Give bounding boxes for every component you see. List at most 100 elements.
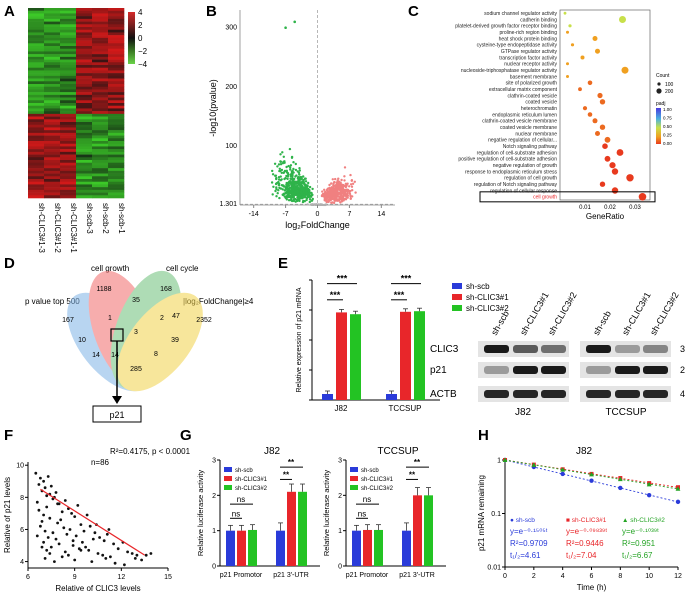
volcano-point-down	[289, 175, 293, 178]
heatmap-cell	[44, 119, 61, 123]
volcano-points	[270, 20, 357, 207]
heatmap-cell	[108, 10, 125, 14]
heatmap-cell	[44, 18, 61, 22]
f-point	[98, 536, 101, 539]
go-bubble-plot: sodium channel regulator activitycadheri…	[455, 9, 674, 221]
volcano-point-down	[278, 196, 281, 200]
volcano-point-down	[288, 194, 291, 197]
heatmap-cell	[60, 130, 77, 134]
h-legend-label: ■ sh-CLIC3#1	[566, 517, 607, 524]
volcano-point-down	[287, 184, 291, 187]
volcano-point-down	[281, 193, 284, 196]
volcano-point-down	[290, 187, 294, 190]
heatmap-cell	[60, 54, 77, 58]
f-point	[73, 558, 77, 562]
volcano-point-down	[279, 179, 282, 182]
heatmap-cell	[76, 89, 93, 93]
volcano-point-down	[298, 167, 301, 170]
heatmap-cell	[44, 187, 61, 191]
f-point	[43, 529, 47, 533]
volcano-point-up	[329, 190, 332, 193]
venn-count: 35	[132, 297, 140, 304]
volcano-point-up	[344, 185, 347, 189]
volcano-point-down	[290, 183, 294, 186]
heatmap-cell	[92, 138, 109, 142]
h-point	[646, 481, 652, 487]
heatmap-cell	[76, 103, 93, 107]
heatmap-cell	[76, 176, 93, 180]
volcano-point-up	[346, 182, 349, 185]
e-legend-label: sh-CLIC3#1	[466, 293, 509, 302]
heatmap-cell	[92, 89, 109, 93]
heatmap-column-label: sh-CLIC3#1-1	[69, 203, 78, 253]
volcano-point-down	[295, 182, 298, 185]
f-point	[60, 555, 64, 559]
venn-count: 1188	[96, 286, 111, 293]
h-point	[502, 457, 508, 462]
heatmap-cell	[28, 122, 45, 126]
heatmap-cell	[28, 195, 45, 199]
go-term-label: clathrin-coated vesicle	[508, 93, 558, 99]
go-term-label: endoplasmic reticulum lumen	[492, 112, 557, 118]
western-band	[615, 390, 640, 398]
heatmap-cell	[28, 46, 45, 50]
f-x-tick-label: 6	[26, 574, 30, 581]
heatmap-cell	[108, 24, 125, 28]
f-point	[49, 545, 53, 549]
heatmap-cell	[28, 84, 45, 88]
western-band	[513, 390, 538, 398]
colorbar-tick-label: 4	[138, 8, 143, 17]
heatmap-cell	[44, 157, 61, 161]
heatmap-cell	[92, 132, 109, 136]
volcano-point-down	[307, 181, 310, 185]
heatmap-cell	[28, 154, 45, 158]
h-chart-title: J82	[576, 446, 593, 457]
heatmap-cell	[108, 192, 125, 196]
heatmap-cell	[92, 143, 109, 147]
heatmap-cell	[92, 127, 109, 131]
volcano-point-up	[335, 181, 338, 184]
go-color-legend-label: 1.00	[663, 107, 672, 112]
g-chart-title: J82	[264, 446, 281, 457]
heatmap-cell	[44, 105, 61, 109]
volcano-point-up	[343, 166, 347, 169]
heatmap-cell	[28, 27, 45, 31]
heatmap-cell	[92, 108, 109, 112]
heatmap-cell	[76, 8, 93, 12]
e-bar	[414, 311, 425, 400]
heatmap-cell	[108, 184, 125, 188]
f-point	[68, 528, 72, 531]
heatmap-cell	[92, 29, 109, 33]
heatmap-cell	[92, 124, 109, 128]
heatmap-cell	[28, 70, 45, 74]
heatmap-cell	[28, 62, 45, 66]
heatmap-cell	[44, 170, 61, 174]
colorbar-tick-label: −2	[138, 47, 148, 56]
venn-count: 2	[160, 315, 164, 322]
heatmap-cell	[76, 56, 93, 60]
heatmap-cell	[76, 84, 93, 88]
heatmap-cell	[28, 119, 45, 123]
f-point	[48, 516, 52, 520]
h-point	[560, 471, 565, 477]
heatmap-cell	[60, 127, 77, 131]
heatmap-cell	[92, 119, 109, 123]
heatmap-cell	[108, 89, 125, 93]
heatmap-cell	[28, 135, 45, 139]
volcano-y-tick-label: 300	[225, 25, 237, 32]
panel-d-letter: D	[4, 255, 15, 272]
heatmap-cell	[60, 35, 77, 39]
heatmap-cell	[60, 73, 77, 77]
volcano-point-up	[350, 179, 354, 182]
heatmap-cell	[76, 73, 93, 77]
h-half-life: t₁/₂=6.67	[622, 551, 653, 560]
f-point	[85, 513, 89, 517]
heatmap-cell	[92, 24, 109, 28]
heatmap-cell	[76, 113, 93, 117]
volcano-point-down	[299, 190, 303, 194]
volcano-point-up	[349, 197, 352, 200]
heatmap-cell	[108, 8, 125, 12]
western-band	[643, 366, 668, 374]
heatmap-cell	[108, 173, 125, 177]
heatmap-cell	[92, 160, 109, 164]
